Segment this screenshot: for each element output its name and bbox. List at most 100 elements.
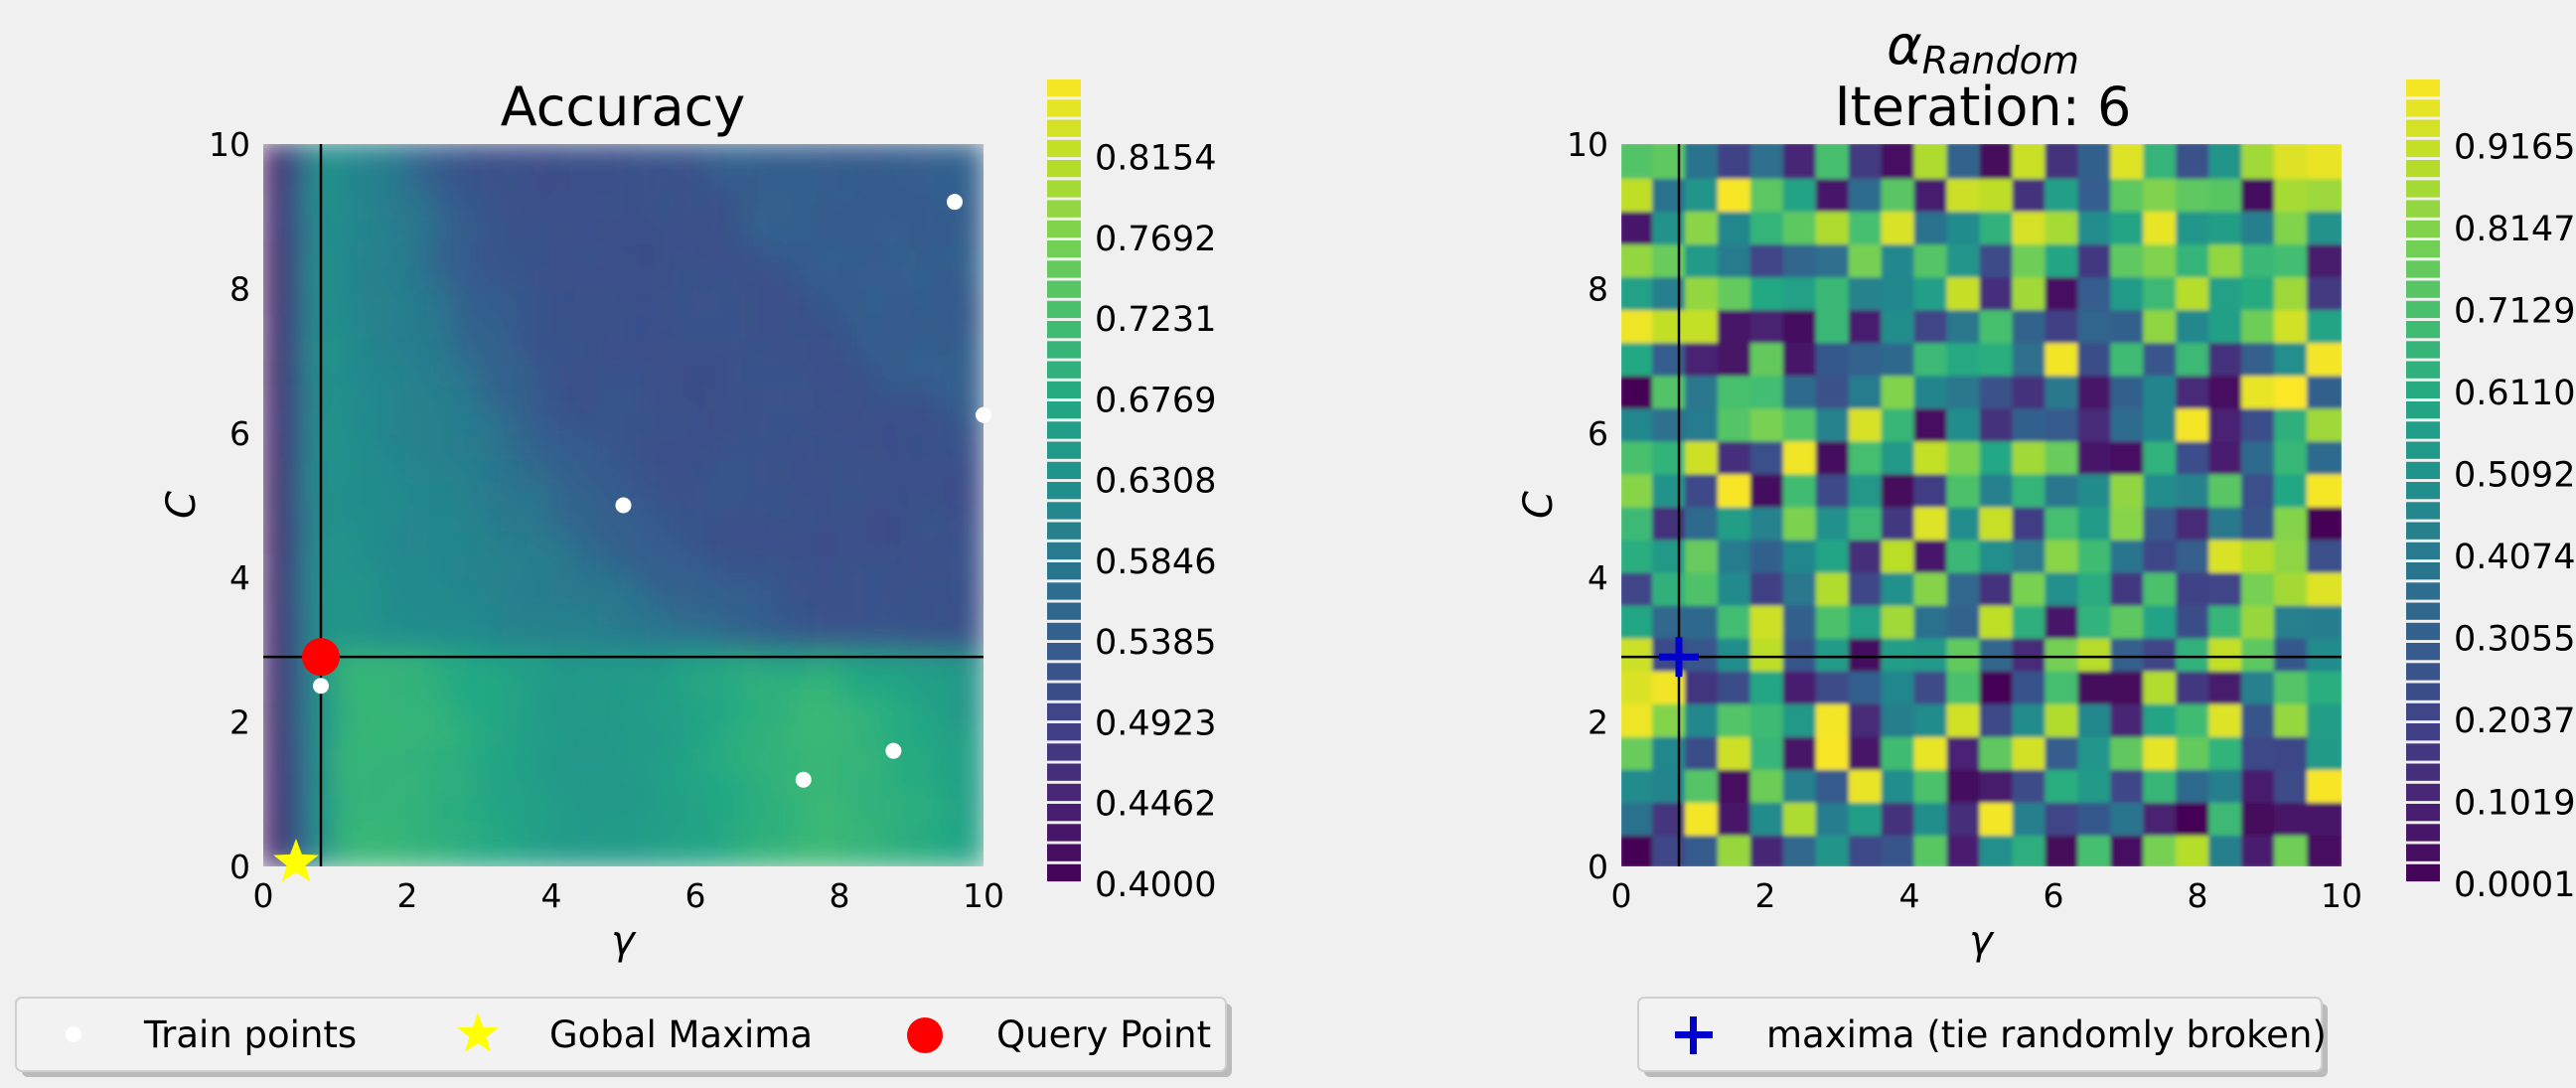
x-tick-label: 0 (253, 876, 274, 915)
colorbar-tick-label: 0.8154 (1095, 139, 1216, 179)
colorbar-segment (2406, 522, 2440, 540)
colorbar-tick-label: 0.6110 (2454, 374, 2575, 413)
colorbar-segment (1047, 79, 1081, 97)
alpha-title: αRandom (1887, 14, 2079, 82)
x-tick-label: 8 (830, 876, 850, 915)
colorbar-segment (1047, 702, 1081, 721)
colorbar-segment (1047, 321, 1081, 339)
colorbar-segment (2406, 542, 2440, 560)
colorbar-segment (1047, 341, 1081, 359)
colorbar-segment (2406, 783, 2440, 802)
colorbar-segment (2406, 562, 2440, 580)
alpha-crosshair (1621, 144, 2342, 866)
colorbar-tick-label: 0.5385 (1095, 623, 1216, 663)
colorbar-segment (1047, 723, 1081, 741)
colorbar-segment (1047, 461, 1081, 480)
colorbar-tick-label: 0.4074 (2454, 538, 2575, 577)
colorbar-segment (2406, 341, 2440, 359)
query-point-legend-label: Query Point (996, 1013, 1211, 1056)
alpha-y-ticks: 0 2 4 6 8 10 (1567, 125, 1608, 886)
colorbar-segment (2406, 863, 2440, 882)
colorbar-segment (1047, 562, 1081, 580)
colorbar-tick-label: 0.0001 (2454, 865, 2575, 905)
query-point-marker (302, 638, 340, 677)
x-tick-label: 4 (1899, 876, 1920, 915)
colorbar-tick-label: 0.7129 (2454, 292, 2575, 332)
alpha-x-label: γ (1969, 918, 1995, 964)
colorbar-segment (1047, 99, 1081, 117)
colorbar-segment (1047, 401, 1081, 419)
colorbar-segment (2406, 582, 2440, 600)
colorbar-segment (1047, 844, 1081, 861)
accuracy-crosshair (263, 144, 984, 866)
colorbar-segment (2406, 763, 2440, 781)
accuracy-x-label: γ (611, 918, 637, 964)
colorbar-segment (2406, 401, 2440, 419)
colorbar-segment (1047, 139, 1081, 158)
y-tick-label: 10 (1567, 125, 1608, 164)
alpha-markers (1659, 637, 1699, 678)
y-tick-label: 6 (229, 414, 250, 453)
colorbar-tick-label: 0.2037 (2454, 701, 2575, 741)
colorbar-segment (2406, 482, 2440, 500)
colorbar-segment (2406, 502, 2440, 520)
x-tick-label: 10 (2321, 876, 2362, 915)
colorbar-tick-label: 0.5092 (2454, 456, 2575, 496)
train-points-legend-label: Train points (143, 1013, 357, 1056)
maxima-legend-label: maxima (tie randomly broken) (1766, 1013, 2327, 1056)
colorbar-segment (2406, 220, 2440, 238)
alpha-y-label: C (1516, 491, 1562, 519)
colorbar-segment (2406, 139, 2440, 158)
colorbar-segment (1047, 280, 1081, 298)
accuracy-colorbar-ticks: 0.4000 0.4462 0.4923 0.5385 0.5846 0.6308 0.67… (1095, 139, 1216, 906)
colorbar-segment (2406, 622, 2440, 641)
colorbar-segment (2406, 702, 2440, 721)
accuracy-x-ticks: 0 2 4 6 8 10 (253, 876, 1005, 915)
alpha-x-ticks: 0 2 4 6 8 10 (1611, 876, 2363, 915)
x-tick-label: 6 (2044, 876, 2064, 915)
y-tick-label: 6 (1588, 414, 1608, 453)
colorbar-segment (1047, 824, 1081, 842)
colorbar-tick-label: 0.4923 (1095, 704, 1216, 744)
colorbar-segment (2406, 441, 2440, 459)
y-tick-label: 0 (229, 848, 250, 886)
star-legend-marker (457, 1012, 499, 1052)
x-tick-label: 2 (1755, 876, 1776, 915)
y-tick-label: 8 (229, 269, 250, 308)
colorbar-segment (1047, 582, 1081, 600)
colorbar-segment (1047, 160, 1081, 178)
colorbar-segment (2406, 280, 2440, 298)
colorbar-segment (2406, 723, 2440, 741)
colorbar-tick-label: 0.4000 (1095, 865, 1216, 905)
colorbar-segment (1047, 300, 1081, 319)
alpha-colorbar (2406, 79, 2440, 882)
colorbar-segment (2406, 300, 2440, 319)
colorbar-segment (2406, 602, 2440, 620)
legend-entry-query-point: Query Point (907, 1013, 1211, 1056)
colorbar-segment (1047, 381, 1081, 399)
colorbar-tick-label: 0.7231 (1095, 300, 1216, 340)
train-point-marker (795, 771, 812, 788)
accuracy-title: Accuracy (501, 76, 746, 138)
train-point-marker (313, 678, 329, 695)
colorbar-tick-label: 0.6308 (1095, 462, 1216, 502)
colorbar-tick-label: 0.3055 (2454, 620, 2575, 660)
legend-right: maxima (tie randomly broken) (1637, 997, 2328, 1077)
global-maxima-legend-label: Gobal Maxima (549, 1013, 813, 1056)
colorbar-segment (2406, 200, 2440, 218)
x-tick-label: 10 (963, 876, 1004, 915)
y-tick-label: 10 (209, 125, 250, 164)
colorbar-segment (1047, 663, 1081, 681)
colorbar-segment (1047, 683, 1081, 700)
y-tick-label: 2 (229, 703, 250, 742)
legend-entry-global-maxima: Gobal Maxima (457, 1012, 813, 1056)
colorbar-segment (2406, 643, 2440, 661)
maxima-plus-marker (1659, 637, 1699, 678)
colorbar-segment (2406, 260, 2440, 278)
colorbar-segment (1047, 783, 1081, 802)
colorbar-tick-label: 0.4462 (1095, 785, 1216, 825)
colorbar-segment (2406, 461, 2440, 480)
y-tick-label: 4 (229, 558, 250, 597)
colorbar-tick-label: 0.1019 (2454, 784, 2575, 824)
y-tick-label: 8 (1588, 269, 1608, 308)
